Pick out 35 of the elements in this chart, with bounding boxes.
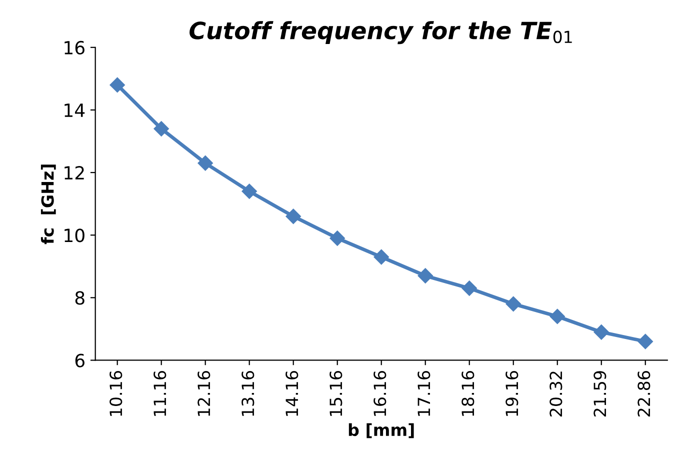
point	[506, 296, 521, 312]
point	[594, 324, 609, 340]
x-tick-label: 11.16	[154, 371, 166, 416]
x-axis-title: b [mm]	[348, 423, 414, 438]
x-tick-label: 19.16	[506, 371, 518, 416]
x-tick-label: 20.32	[550, 372, 562, 416]
point	[550, 308, 565, 324]
point	[418, 268, 433, 284]
point	[110, 77, 125, 93]
y-tick-label: 16	[64, 40, 84, 55]
y-axis-title: fc [GHz]	[40, 164, 56, 244]
x-tick-label: 15.16	[330, 371, 342, 416]
y-tick-label: 14	[64, 104, 85, 117]
x-tick-label: 21.59	[594, 371, 606, 416]
x-tick-label: 17.16	[418, 371, 430, 416]
point	[638, 334, 653, 350]
point	[198, 156, 213, 171]
point	[286, 208, 301, 224]
point	[374, 249, 389, 265]
y-tick-label: 12	[64, 166, 84, 180]
x-tick-label: 14.16	[286, 371, 298, 416]
x-tick-label: 12.16	[198, 371, 210, 416]
chart-title: Cutoff frequency for the TE$_{01}$	[190, 21, 572, 44]
x-tick-label: 18.16	[462, 371, 474, 416]
x-tick-label: 10.16	[110, 371, 122, 416]
x-tick-label: 16.16	[374, 371, 386, 416]
y-tick-label: 6	[75, 354, 84, 368]
x-tick-label: 13.16	[242, 371, 254, 416]
point	[330, 230, 345, 246]
y-tick-label: 10	[64, 228, 84, 242]
x-tick-label: 22.86	[638, 371, 650, 416]
point	[242, 184, 257, 199]
point	[462, 280, 477, 296]
y-tick-label: 8	[75, 291, 84, 305]
point	[154, 121, 169, 136]
